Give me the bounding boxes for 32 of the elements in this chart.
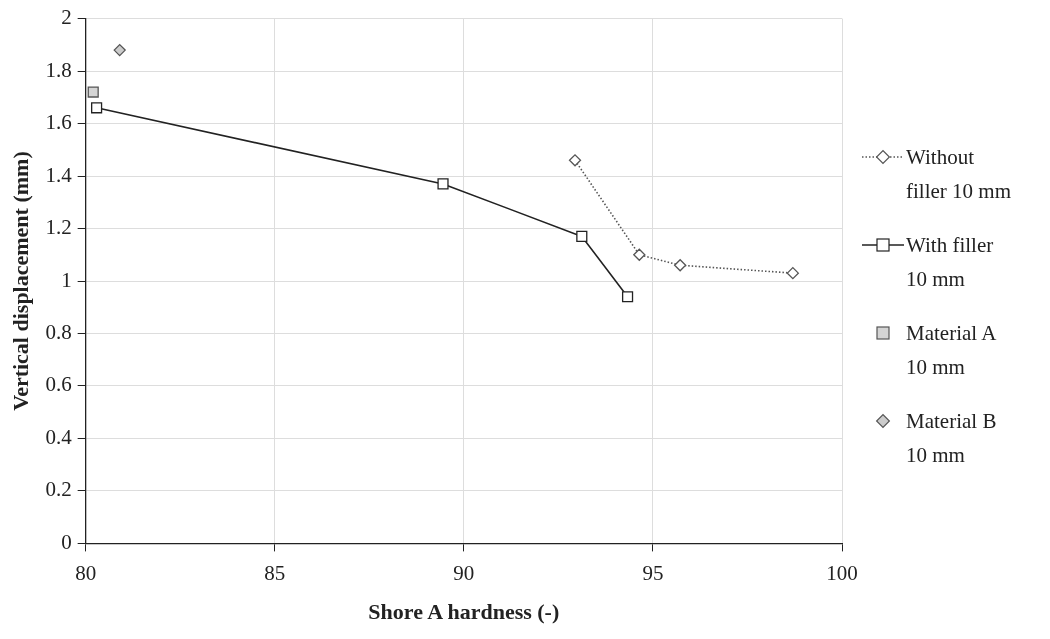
x-axis-title: Shore A hardness (-) [368, 599, 560, 625]
point [621, 291, 634, 303]
y-tick-label: 1.2 [45, 215, 72, 240]
x-tick-label: 85 [264, 560, 286, 585]
x-tick-label: 80 [75, 560, 97, 585]
y-tick-label: 1.4 [45, 162, 73, 187]
x-tick-label: 90 [453, 560, 475, 585]
point [786, 266, 799, 280]
y-tick-label: 2 [61, 5, 72, 30]
legend-label: Material B 10 mm [906, 409, 997, 467]
point [633, 248, 646, 261]
point [437, 178, 449, 190]
legend-label: With filler 10 mm [906, 233, 994, 291]
point [113, 43, 126, 57]
y-tick-label: 0 [61, 529, 72, 554]
x-tick-label: 100 [826, 560, 858, 585]
y-axis-title: Vertical displacement (mm) [7, 151, 33, 411]
y-tick-label: 0.4 [45, 424, 73, 449]
y-tick-label: 0.2 [45, 477, 72, 502]
y-tick-label: 1 [61, 267, 72, 292]
y-tick-label: 1.6 [45, 110, 72, 135]
x-tick-label: 95 [642, 560, 664, 585]
y-tick-label: 0.8 [45, 320, 72, 344]
y-tick-label: 0.6 [45, 372, 72, 397]
point [568, 154, 582, 167]
y-tick-label: 1.8 [45, 57, 72, 82]
point [91, 102, 103, 114]
point [87, 86, 99, 98]
point [576, 230, 588, 242]
legend-label: Without filler 10 mm [906, 145, 1011, 203]
point [673, 259, 687, 272]
legend-label: Material A 10 mm [906, 321, 996, 379]
